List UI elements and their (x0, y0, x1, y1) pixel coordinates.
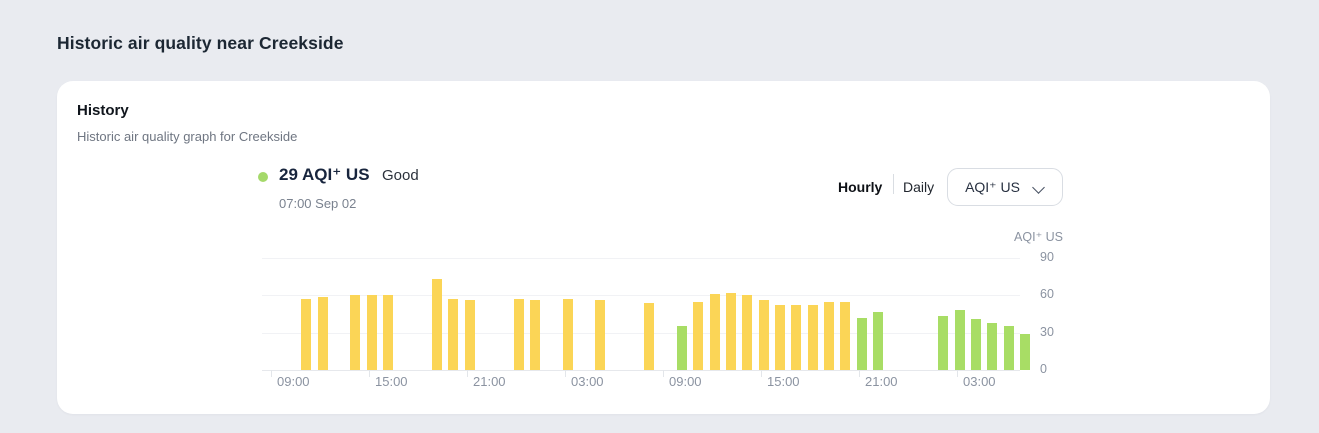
chart-bar[interactable] (464, 300, 475, 370)
chart-bar[interactable] (987, 322, 998, 370)
chart-bar[interactable] (513, 299, 524, 370)
current-aqi-value: 29 AQI⁺ US (279, 165, 370, 184)
aqi-status-dot-icon (258, 172, 268, 182)
chart-bar[interactable] (840, 301, 851, 370)
tab-hourly[interactable]: Hourly (838, 179, 883, 195)
history-card: History Historic air quality graph for C… (57, 81, 1270, 414)
chart-bar[interactable] (971, 318, 982, 370)
chart-bar[interactable] (938, 316, 949, 370)
chart-bar[interactable] (954, 310, 965, 370)
chart-bar[interactable] (448, 299, 459, 370)
chart-bar[interactable] (317, 296, 328, 370)
chart-bar[interactable] (856, 317, 867, 370)
tab-daily[interactable]: Daily (903, 179, 935, 195)
chart-bar[interactable] (758, 300, 769, 370)
chart-bar[interactable] (709, 294, 720, 370)
chart-bar[interactable] (807, 305, 818, 370)
chart-bar[interactable] (595, 300, 606, 370)
chart-bar[interactable] (432, 279, 443, 370)
chart-bar[interactable] (677, 326, 688, 370)
chart-bar[interactable] (775, 305, 786, 370)
chart-bar[interactable] (1003, 326, 1014, 370)
chart-bar[interactable] (530, 300, 541, 370)
current-aqi-timestamp: 07:00 Sep 02 (279, 196, 357, 211)
chart-bar[interactable] (383, 295, 394, 370)
chart-bar[interactable] (644, 302, 655, 370)
chart-bar[interactable] (824, 301, 835, 370)
chart-bar[interactable] (791, 305, 802, 370)
card-subtitle: Historic air quality graph for Creekside (77, 129, 298, 144)
tab-divider (893, 174, 894, 194)
chart-bar[interactable] (873, 311, 884, 370)
chart-bar[interactable] (726, 292, 737, 370)
current-aqi-status: Good (382, 167, 419, 184)
page-title: Historic air quality near Creekside (57, 33, 344, 53)
chart-bar[interactable] (1020, 333, 1031, 370)
chart-bar[interactable] (366, 295, 377, 370)
pollutant-dropdown[interactable]: AQI⁺ US (947, 168, 1063, 206)
card-title: History (77, 102, 129, 119)
chart-bar[interactable] (350, 295, 361, 370)
chevron-down-icon (1034, 180, 1045, 191)
chart-bar[interactable] (693, 301, 704, 370)
pollutant-dropdown-label: AQI⁺ US (965, 178, 1020, 195)
chart-bar[interactable] (562, 299, 573, 370)
chart-bar[interactable] (301, 299, 312, 370)
chart-bar[interactable] (742, 295, 753, 370)
